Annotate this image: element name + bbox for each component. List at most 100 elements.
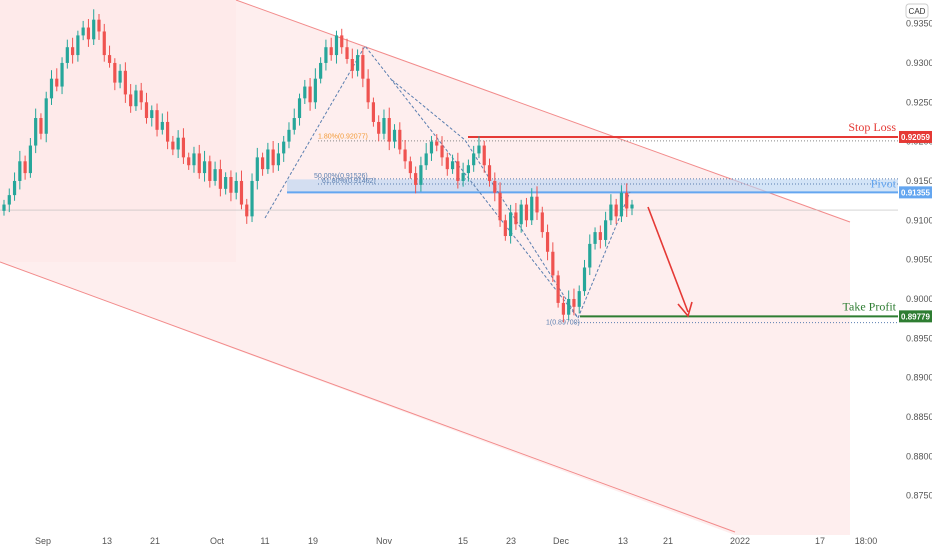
candle bbox=[429, 135, 434, 161]
candle-body bbox=[12, 180, 17, 196]
candle-body bbox=[609, 204, 613, 221]
candle bbox=[213, 161, 217, 186]
candle-body bbox=[81, 27, 85, 36]
candle bbox=[18, 150, 22, 190]
candle-body bbox=[598, 232, 602, 240]
candle-body bbox=[192, 153, 196, 166]
candle-body bbox=[287, 129, 291, 142]
candle bbox=[408, 156, 412, 179]
candle-body bbox=[86, 27, 91, 40]
candle-body bbox=[144, 102, 149, 119]
candle-body bbox=[498, 192, 502, 221]
candle bbox=[287, 122, 291, 149]
annotations: Stop Loss Pivot Take Profit bbox=[647, 120, 897, 318]
candle bbox=[260, 152, 265, 176]
candle-body bbox=[582, 267, 587, 292]
candle bbox=[614, 198, 618, 224]
candle-body bbox=[202, 161, 207, 174]
candle-body bbox=[113, 62, 117, 83]
candle-body bbox=[445, 157, 449, 170]
candle bbox=[540, 206, 544, 238]
candle-body bbox=[44, 98, 48, 134]
candle-body bbox=[414, 173, 418, 185]
candle-body bbox=[234, 180, 238, 193]
x-tick-label: 21 bbox=[150, 536, 160, 546]
fib-label: 61.80%(0.91462) bbox=[322, 178, 376, 185]
candle bbox=[392, 124, 397, 149]
candle-body bbox=[466, 165, 471, 174]
candle bbox=[329, 37, 333, 61]
candle bbox=[129, 84, 133, 113]
candle bbox=[340, 28, 344, 54]
candle bbox=[604, 211, 608, 247]
candle bbox=[271, 140, 275, 173]
candle-body bbox=[419, 165, 423, 185]
currency-badge: CAD bbox=[905, 3, 929, 19]
candle bbox=[524, 197, 529, 227]
candle bbox=[292, 108, 296, 135]
candle-body bbox=[282, 141, 286, 154]
candle bbox=[477, 136, 481, 159]
candle bbox=[324, 39, 328, 71]
candle-body bbox=[556, 275, 560, 303]
x-tick-label: 18:00 bbox=[855, 536, 878, 546]
take-profit-badge-text: 0.89779 bbox=[901, 312, 930, 321]
candle bbox=[118, 64, 122, 89]
level-lines bbox=[287, 135, 898, 318]
candle bbox=[239, 170, 244, 210]
candle-body bbox=[229, 177, 233, 193]
candle bbox=[245, 198, 249, 224]
candle bbox=[498, 182, 502, 227]
candle-body bbox=[551, 251, 555, 276]
candle-body bbox=[134, 90, 138, 107]
candle bbox=[625, 183, 629, 217]
pivot-zone bbox=[287, 179, 898, 193]
candle bbox=[319, 57, 323, 84]
candle bbox=[44, 91, 48, 143]
stop-loss-label: Stop Loss bbox=[848, 120, 896, 134]
x-tick-label: Oct bbox=[210, 536, 225, 546]
candle bbox=[482, 140, 486, 173]
candle-body bbox=[329, 47, 333, 56]
candle bbox=[92, 9, 96, 46]
fib-label: 50.00%(0.91526) bbox=[314, 173, 368, 180]
candle bbox=[567, 290, 571, 321]
candle-body bbox=[382, 118, 386, 134]
candle-body bbox=[187, 157, 191, 166]
candle bbox=[202, 150, 207, 182]
candle bbox=[208, 155, 212, 188]
candle-body bbox=[292, 118, 296, 130]
candle-body bbox=[604, 220, 608, 240]
candle bbox=[297, 93, 302, 126]
stop-loss-badge-box bbox=[899, 130, 932, 143]
candle-body bbox=[387, 118, 391, 142]
projection-arrow bbox=[647, 206, 693, 318]
candle bbox=[435, 134, 439, 152]
candle-body bbox=[572, 298, 576, 307]
candle bbox=[139, 82, 143, 110]
axes: 0.935000.930000.925000.920000.915000.910… bbox=[35, 3, 932, 546]
candle-body bbox=[150, 110, 154, 119]
candle-body bbox=[107, 55, 112, 63]
candle bbox=[382, 109, 386, 140]
pattern-line-3 bbox=[577, 191, 631, 319]
candle-body bbox=[129, 94, 133, 107]
candle-body bbox=[224, 177, 228, 189]
candle-body bbox=[171, 141, 175, 150]
candle-body bbox=[355, 55, 360, 71]
candle-body bbox=[2, 204, 6, 211]
candle-body bbox=[250, 180, 254, 217]
candle-body bbox=[276, 153, 281, 166]
candle bbox=[160, 113, 164, 135]
candle bbox=[440, 136, 444, 166]
fib-label: 1(0.89700) bbox=[546, 320, 580, 327]
candle bbox=[403, 140, 407, 169]
candle-body bbox=[255, 157, 259, 181]
x-tick-label: 19 bbox=[308, 536, 318, 546]
candle bbox=[598, 225, 602, 249]
candle-body bbox=[424, 153, 428, 166]
candle-body bbox=[493, 180, 497, 193]
candle bbox=[371, 97, 376, 127]
